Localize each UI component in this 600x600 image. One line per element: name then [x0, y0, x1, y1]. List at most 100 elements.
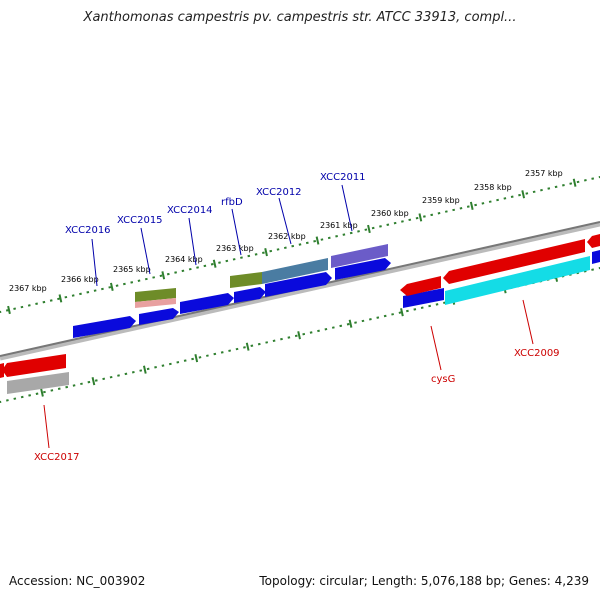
inner-ring-dot — [6, 399, 9, 402]
outer-ring-dot — [379, 225, 382, 228]
outer-ring-dot — [401, 220, 404, 223]
outer-ring-dot — [203, 264, 207, 268]
outer-ring-dot — [583, 179, 587, 182]
label-xcc2009[interactable]: XCC2009 — [514, 348, 560, 359]
feature-edge-left-red[interactable] — [0, 363, 4, 378]
feature-xcc2012-steel[interactable] — [262, 258, 328, 284]
outer-ring-dot — [393, 221, 397, 225]
feature-cysg-blue-cds[interactable] — [403, 288, 444, 308]
inner-ring-dot — [168, 362, 172, 366]
inner-ring-dot — [191, 357, 194, 361]
outer-ring-dot — [525, 192, 529, 195]
outer-ring-dot — [218, 261, 221, 264]
feature-xcc2009-cyan[interactable] — [445, 256, 590, 305]
scale-labels: 2357 kbp 2358 kbp 2359 kbp 2360 kbp 2361… — [9, 169, 563, 293]
inner-ring-dot — [398, 311, 402, 314]
tick-label-2359: 2359 kbp — [422, 196, 460, 205]
inner-ring-dot — [591, 268, 594, 271]
inner-ring-dot — [294, 334, 298, 338]
outer-ring-dot — [452, 208, 456, 212]
feature-xcc2017-grey[interactable] — [7, 372, 69, 394]
outer-ring-dot — [196, 266, 199, 269]
inner-ring-dot — [302, 332, 306, 336]
feature-xcc2015-olive[interactable] — [135, 288, 176, 302]
outer-ring-major-tick — [264, 248, 268, 257]
outer-ring-dot — [291, 244, 295, 248]
outer-ring-dot — [86, 291, 90, 294]
label-rfbd[interactable]: rfbD — [221, 197, 243, 208]
outer-ring-dot — [415, 216, 419, 220]
feature-edge-blue-cds[interactable] — [592, 250, 600, 264]
outer-ring-major-tick — [572, 178, 577, 187]
tick-label-2364: 2364 kbp — [165, 255, 203, 264]
outer-ring-dot — [437, 211, 441, 215]
feature-xcc2014-cds[interactable] — [180, 293, 234, 314]
outer-ring-dot — [313, 239, 317, 243]
inner-ring-dot — [20, 395, 24, 399]
inner-ring-dot — [324, 327, 328, 331]
feature-cysg-red-cds[interactable] — [400, 276, 441, 296]
inner-ring-dot — [213, 352, 217, 356]
outer-ring-dot — [342, 233, 346, 236]
inner-ring-dot — [146, 367, 150, 371]
feature-xcc2016-cds[interactable] — [73, 316, 136, 338]
inner-ring-dot — [198, 356, 202, 359]
inner-ring-dot — [354, 321, 357, 324]
inner-ring-dot — [35, 392, 39, 395]
outer-ring-major-tick — [469, 201, 474, 210]
outer-ring-dot — [547, 187, 551, 190]
label-xcc2011[interactable]: XCC2011 — [320, 172, 366, 183]
feature-xcc2015-salmon[interactable] — [135, 298, 176, 308]
outer-ring-dot — [101, 287, 104, 291]
inner-ring-dot — [287, 336, 291, 339]
feature-xcc2011-cds[interactable] — [335, 258, 391, 280]
feature-xcc2015-cds[interactable] — [139, 308, 179, 325]
outer-ring-major-tick — [367, 224, 371, 234]
label-xcc2015[interactable]: XCC2015 — [117, 215, 163, 226]
outer-ring-dot — [349, 231, 353, 235]
outer-ring-dot — [459, 207, 463, 210]
feature-xcc2017-red-cds[interactable] — [2, 354, 66, 377]
label-cysg[interactable]: cysG — [431, 374, 455, 385]
label-leaders — [43, 184, 534, 449]
tick-label-2358: 2358 kbp — [474, 183, 512, 192]
feature-rfbd-cds[interactable] — [234, 287, 266, 303]
outer-ring-dot — [64, 295, 68, 299]
outer-ring-major-tick — [418, 213, 423, 222]
outer-ring-dot — [35, 302, 38, 306]
label-xcc2016[interactable]: XCC2016 — [65, 225, 111, 236]
outer-ring-dot — [554, 185, 558, 189]
outer-ring-dot — [93, 289, 97, 292]
outer-ring-dot — [283, 246, 287, 250]
feature-edge-red-cds[interactable] — [587, 234, 600, 248]
label-xcc2014[interactable]: XCC2014 — [167, 205, 213, 216]
inner-ring-dot — [43, 390, 46, 394]
inner-ring-dot — [376, 316, 380, 319]
inner-ring-dot — [368, 318, 372, 321]
feature-rfbd-olive[interactable] — [230, 272, 262, 288]
outer-ring-dot — [0, 310, 2, 314]
forward-features — [73, 244, 600, 338]
inner-ring-dot — [28, 394, 32, 397]
outer-ring-dot — [20, 305, 24, 309]
outer-ring-dot — [503, 197, 507, 200]
inner-ring-dot — [161, 364, 165, 367]
inner-ring-dot — [428, 304, 432, 308]
feature-xcc2011-lavender[interactable] — [331, 244, 388, 268]
outer-ring-dot — [510, 195, 514, 198]
outer-ring-dot — [79, 292, 82, 296]
inner-ring-dot — [257, 342, 261, 346]
tick-label-2367: 2367 kbp — [9, 284, 47, 293]
inner-ring-major-tick — [91, 377, 96, 386]
outer-ring-dot — [276, 248, 280, 251]
outer-ring-dot — [130, 281, 134, 284]
feature-xcc2010-red-cds[interactable] — [443, 239, 585, 284]
inner-ring-major-tick — [348, 319, 353, 328]
genome-summary-text: Topology: circular; Length: 5,076,188 bp… — [259, 574, 589, 588]
outer-ring-dot — [408, 218, 412, 222]
label-xcc2017[interactable]: XCC2017 — [34, 452, 80, 463]
feature-xcc2012-cds[interactable] — [265, 272, 332, 297]
label-xcc2012[interactable]: XCC2012 — [256, 187, 302, 198]
outer-ring-dot — [481, 202, 485, 205]
inner-ring-dot — [583, 270, 587, 273]
